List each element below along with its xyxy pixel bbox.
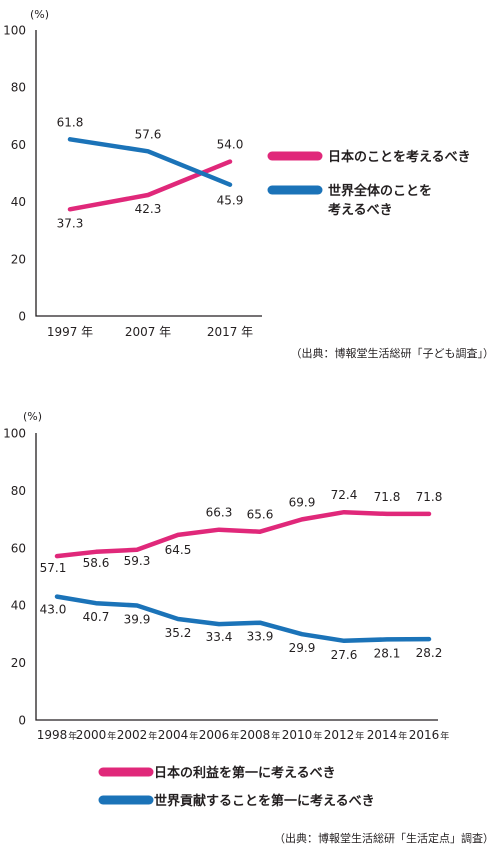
x-tick-suffix: 年	[313, 730, 322, 742]
legend-label-line: 考えるべき	[328, 202, 393, 218]
x-tick-suffix: 年	[355, 730, 364, 742]
x-tick-year: 2016	[409, 728, 440, 742]
x-tick-year: 2007 年	[125, 325, 171, 339]
data-label: 66.3	[206, 506, 233, 520]
x-tick-year: 1998	[37, 728, 68, 742]
data-label: 45.9	[217, 194, 244, 208]
x-tick-suffix: 年	[148, 730, 157, 742]
x-tick-label: 2014年	[367, 728, 408, 742]
y-tick-label: 100	[3, 427, 26, 441]
data-label: 58.6	[83, 556, 110, 570]
chart-1-unit-label: (%)	[30, 8, 49, 21]
legend-label-line: 世界全体のことを	[328, 183, 432, 199]
x-tick-label: 2017 年	[207, 325, 253, 339]
legend-label-2: 世界貢献することを第一に考えるべき	[154, 793, 375, 809]
x-tick-suffix: 年	[271, 730, 280, 742]
y-tick-label: 0	[18, 714, 26, 728]
x-tick-label: 2002年	[117, 728, 158, 742]
chart-1-axes	[35, 30, 262, 317]
x-tick-suffix: 年	[68, 730, 77, 742]
data-label: 27.6	[331, 648, 358, 662]
x-tick-suffix: 年	[107, 730, 116, 742]
data-label: 43.0	[40, 603, 67, 617]
chart-1-source: （出典：博報堂生活総研「子ども調査」）	[291, 346, 495, 360]
x-tick-suffix: 年	[189, 730, 198, 742]
data-label: 69.9	[289, 495, 316, 509]
data-label: 64.5	[165, 543, 192, 557]
chart-2-unit-label: (%)	[23, 410, 42, 423]
series-line-2	[54, 594, 432, 644]
x-tick-label: 2012年	[324, 728, 365, 742]
x-tick-label: 2007 年	[125, 325, 171, 339]
data-label: 61.8	[57, 115, 84, 129]
x-tick-label: 2000年	[76, 728, 117, 742]
x-tick-label: 1998年	[37, 728, 78, 742]
data-label: 57.6	[135, 127, 162, 141]
x-tick-year: 2000	[76, 728, 107, 742]
legend-label-1: 日本の利益を第一に考えるべき	[154, 765, 336, 781]
x-tick-label: 2008年	[240, 728, 281, 742]
x-tick-year: 2012	[324, 728, 355, 742]
x-tick-label: 2010年	[282, 728, 323, 742]
series-line-1	[54, 509, 432, 559]
data-label: 29.9	[289, 641, 316, 655]
y-tick-label: 40	[11, 599, 26, 613]
data-label: 59.3	[124, 554, 151, 568]
x-tick-suffix: 年	[398, 730, 407, 742]
x-tick-year: 2010	[282, 728, 313, 742]
x-tick-year: 2017 年	[207, 325, 253, 339]
x-tick-year: 2002	[117, 728, 148, 742]
legend-label-line: 世界貢献することを第一に考えるべき	[154, 793, 375, 809]
data-label: 37.3	[57, 216, 84, 230]
x-tick-year: 2008	[240, 728, 271, 742]
y-tick-label: 100	[3, 24, 26, 38]
chart-2-source: （出典：博報堂生活総研「生活定点」調査）	[274, 831, 494, 845]
x-tick-label: 1997 年	[47, 325, 93, 339]
x-tick-year: 2014	[367, 728, 398, 742]
x-tick-label: 2016年	[409, 728, 450, 742]
data-label: 71.8	[416, 490, 443, 504]
x-tick-label: 2006年	[199, 728, 240, 742]
x-tick-suffix: 年	[440, 730, 449, 742]
data-label: 71.8	[374, 490, 401, 504]
chart-2-axes	[35, 433, 438, 721]
data-label: 54.0	[217, 138, 244, 152]
y-tick-label: 60	[11, 541, 26, 555]
x-tick-label: 2004年	[158, 728, 199, 742]
legend-label-line: 日本の利益を第一に考えるべき	[154, 765, 336, 781]
data-label: 72.4	[331, 488, 358, 502]
y-tick-label: 20	[11, 656, 26, 670]
data-label: 28.1	[374, 646, 401, 660]
x-tick-year: 2006	[199, 728, 230, 742]
data-label: 33.9	[247, 630, 274, 644]
y-tick-label: 80	[11, 484, 26, 498]
legend-label-line: 日本のことを考えるべき	[328, 149, 471, 165]
x-tick-suffix: 年	[230, 730, 239, 742]
legend-label-2: 世界全体のことを考えるべき	[328, 183, 432, 218]
data-label: 40.7	[83, 610, 110, 624]
legend-label-1: 日本のことを考えるべき	[328, 149, 471, 165]
series-line-2	[67, 137, 233, 187]
data-label: 39.9	[124, 612, 151, 626]
y-tick-label: 80	[11, 81, 26, 95]
y-tick-label: 60	[11, 138, 26, 152]
data-label: 65.6	[247, 508, 274, 522]
data-label: 35.2	[165, 626, 192, 640]
y-tick-label: 20	[11, 252, 26, 266]
data-label: 42.3	[135, 202, 162, 216]
y-tick-label: 0	[18, 310, 26, 324]
chart-1: (%) 0 20 40 60 80 100 1997 年 2007 年 2017 年 37.3…	[3, 8, 494, 360]
data-label: 57.1	[40, 561, 67, 575]
data-label: 33.4	[206, 630, 233, 644]
data-label: 28.2	[416, 646, 443, 660]
x-tick-year: 2004	[158, 728, 189, 742]
y-tick-label: 40	[11, 195, 26, 209]
x-tick-year: 1997 年	[47, 325, 93, 339]
